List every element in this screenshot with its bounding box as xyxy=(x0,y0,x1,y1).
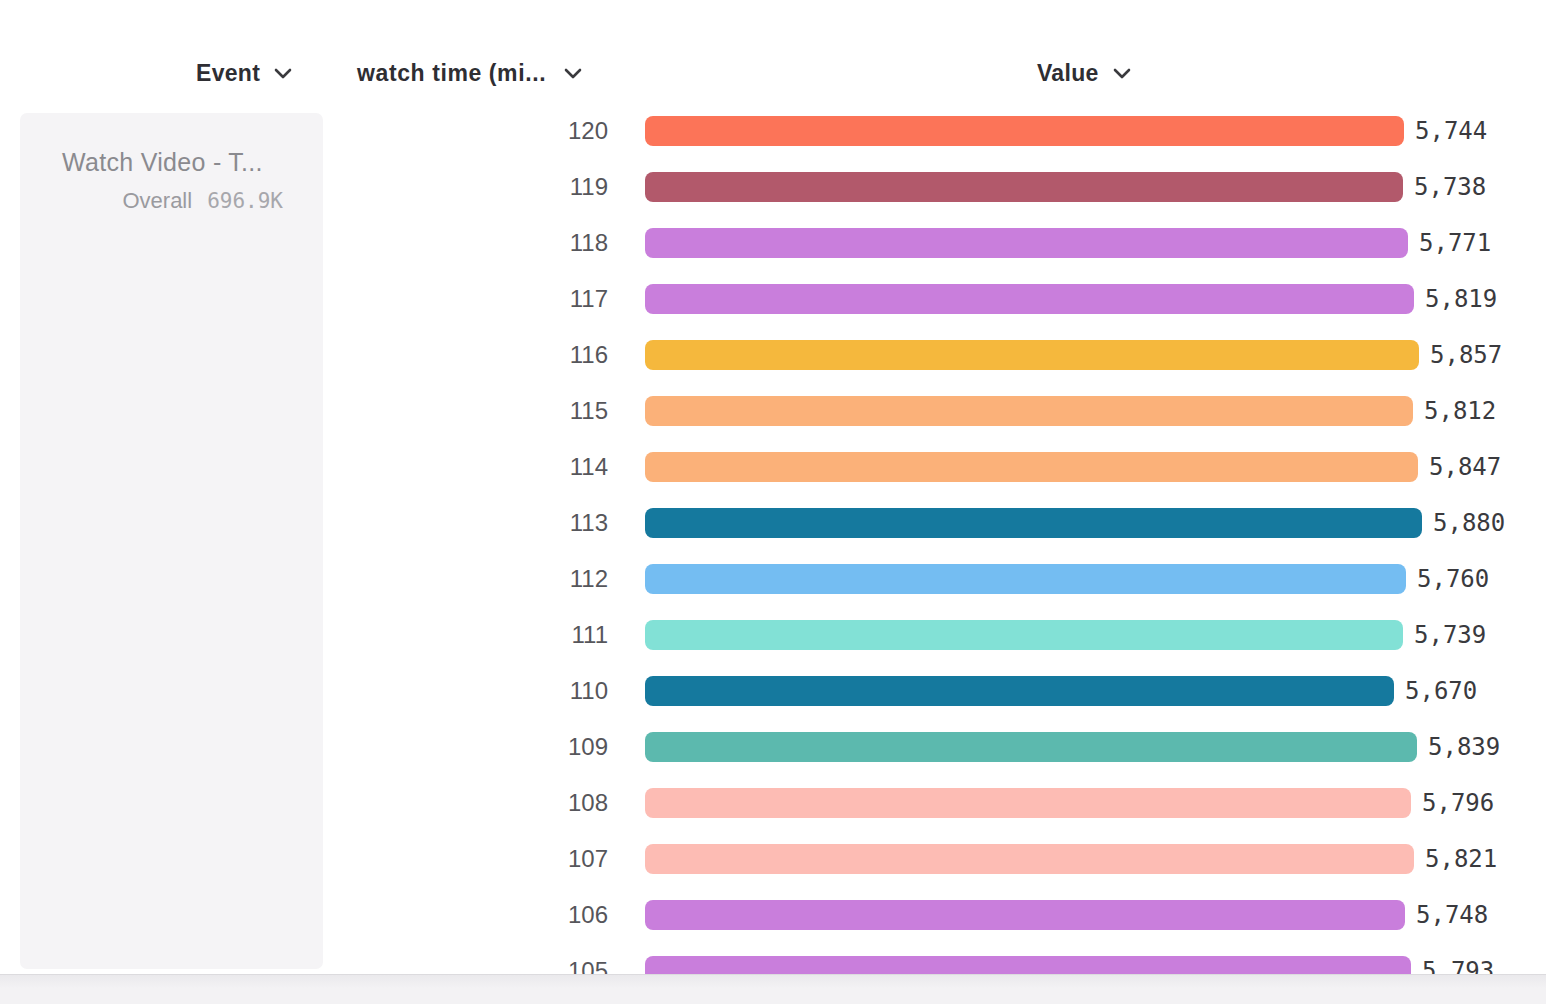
bar-value: 5,847 xyxy=(1429,452,1501,482)
bucket-label: 117 xyxy=(468,284,608,314)
bucket-label: 107 xyxy=(468,844,608,874)
bar-row: 119 5,738 xyxy=(0,172,1546,202)
bar[interactable] xyxy=(645,956,1411,974)
bar[interactable] xyxy=(645,508,1422,538)
bar-row: 116 5,857 xyxy=(0,340,1546,370)
bucket-label: 111 xyxy=(468,620,608,650)
bar-row: 113 5,880 xyxy=(0,508,1546,538)
bar[interactable] xyxy=(645,340,1419,370)
bar-value: 5,812 xyxy=(1424,396,1496,426)
bucket-label: 118 xyxy=(468,228,608,258)
bar-value: 5,744 xyxy=(1415,116,1487,146)
bucket-label: 115 xyxy=(468,396,608,426)
bar[interactable] xyxy=(645,844,1414,874)
bar[interactable] xyxy=(645,732,1417,762)
page-background-strip xyxy=(0,974,1546,1004)
bar[interactable] xyxy=(645,788,1411,818)
bar-value: 5,819 xyxy=(1425,284,1497,314)
bar[interactable] xyxy=(645,116,1404,146)
bucket-label: 120 xyxy=(468,116,608,146)
bar-row: 109 5,839 xyxy=(0,732,1546,762)
bar[interactable] xyxy=(645,900,1405,930)
bar-row: 117 5,819 xyxy=(0,284,1546,314)
bucket-label: 110 xyxy=(468,676,608,706)
bar[interactable] xyxy=(645,396,1413,426)
bar[interactable] xyxy=(645,620,1403,650)
bar[interactable] xyxy=(645,564,1406,594)
bar-value: 5,760 xyxy=(1417,564,1489,594)
bar-value: 5,670 xyxy=(1405,676,1477,706)
bar-chart: 120 5,744 119 5,738 118 5,771 117 5,819 116 5,857… xyxy=(0,0,1546,974)
bar-value: 5,796 xyxy=(1422,788,1494,818)
bar-value: 5,738 xyxy=(1414,172,1486,202)
bar-row: 108 5,796 xyxy=(0,788,1546,818)
bucket-label: 113 xyxy=(468,508,608,538)
bucket-label: 109 xyxy=(468,732,608,762)
bar-value: 5,771 xyxy=(1419,228,1491,258)
bucket-label: 114 xyxy=(468,452,608,482)
bucket-label: 106 xyxy=(468,900,608,930)
bar[interactable] xyxy=(645,172,1403,202)
bar-row: 111 5,739 xyxy=(0,620,1546,650)
bar-row: 120 5,744 xyxy=(0,116,1546,146)
bucket-label: 116 xyxy=(468,340,608,370)
bucket-label: 119 xyxy=(468,172,608,202)
chart-sheet: Event watch time (mi... Value Watch Vide… xyxy=(0,0,1546,974)
bar[interactable] xyxy=(645,228,1408,258)
bar-value: 5,880 xyxy=(1433,508,1505,538)
bar-value: 5,857 xyxy=(1430,340,1502,370)
bar-value: 5,839 xyxy=(1428,732,1500,762)
bar-row: 118 5,771 xyxy=(0,228,1546,258)
bar-row: 106 5,748 xyxy=(0,900,1546,930)
bar[interactable] xyxy=(645,676,1394,706)
bucket-label: 105 xyxy=(468,956,608,974)
bar-row: 112 5,760 xyxy=(0,564,1546,594)
bar-value: 5,821 xyxy=(1425,844,1497,874)
bar-row: 114 5,847 xyxy=(0,452,1546,482)
bar-row: 110 5,670 xyxy=(0,676,1546,706)
bar-row: 105 5,793 xyxy=(0,956,1546,974)
bar-row: 107 5,821 xyxy=(0,844,1546,874)
bar[interactable] xyxy=(645,284,1414,314)
bar-value: 5,793 xyxy=(1422,956,1494,974)
bucket-label: 108 xyxy=(468,788,608,818)
bucket-label: 112 xyxy=(468,564,608,594)
bar-value: 5,739 xyxy=(1414,620,1486,650)
bar-row: 115 5,812 xyxy=(0,396,1546,426)
bar[interactable] xyxy=(645,452,1418,482)
bar-value: 5,748 xyxy=(1416,900,1488,930)
